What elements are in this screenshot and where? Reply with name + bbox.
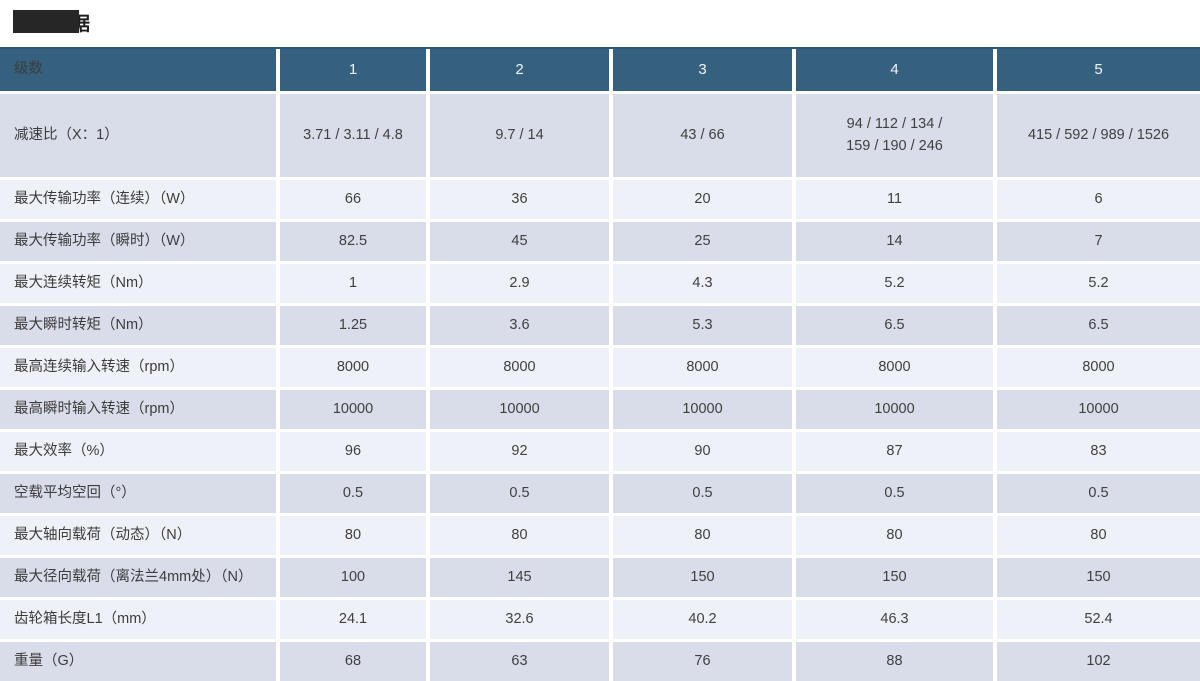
row-label: 最大径向载荷（离法兰4mm处）（N） — [0, 558, 276, 597]
cell-value: 83 — [997, 432, 1200, 471]
cell-value: 20 — [613, 180, 792, 219]
cell-value: 10000 — [997, 390, 1200, 429]
cell-value: 8000 — [430, 348, 609, 387]
cell-value: 80 — [997, 516, 1200, 555]
cell-value: 6 — [997, 180, 1200, 219]
cell-value: 76 — [613, 642, 792, 681]
cell-value: 94 / 112 / 134 / 159 / 190 / 246 — [796, 94, 993, 177]
cell-value: 150 — [613, 558, 792, 597]
cell-value: 2.9 — [430, 264, 609, 303]
row-label: 减速比（X：1） — [0, 94, 276, 177]
cell-value: 10000 — [280, 390, 426, 429]
row-label: 最大连续转矩（Nm） — [0, 264, 276, 303]
row-label: 最大效率（%） — [0, 432, 276, 471]
cell-value: 0.5 — [796, 474, 993, 513]
row-label: 齿轮箱长度L1（mm） — [0, 600, 276, 639]
cell-value: 10000 — [613, 390, 792, 429]
cell-value: 145 — [430, 558, 609, 597]
column-header: 5 — [997, 49, 1200, 91]
row-label: 重量（G） — [0, 642, 276, 681]
column-header-row-label: 级数 — [0, 49, 276, 91]
cell-value: 11 — [796, 180, 993, 219]
cell-value: 10000 — [796, 390, 993, 429]
row-label: 最高瞬时输入转速（rpm） — [0, 390, 276, 429]
cell-value: 150 — [997, 558, 1200, 597]
column-header: 4 — [796, 49, 993, 91]
cell-value: 14 — [796, 222, 993, 261]
column-header: 2 — [430, 49, 609, 91]
cell-value: 6.5 — [997, 306, 1200, 345]
cell-value: 25 — [613, 222, 792, 261]
cell-value: 90 — [613, 432, 792, 471]
cell-value: 0.5 — [997, 474, 1200, 513]
cell-value: 24.1 — [280, 600, 426, 639]
cell-value: 96 — [280, 432, 426, 471]
cell-value: 88 — [796, 642, 993, 681]
cell-value: 0.5 — [430, 474, 609, 513]
cell-value: 5.2 — [796, 264, 993, 303]
cell-value: 1 — [280, 264, 426, 303]
cell-value: 150 — [796, 558, 993, 597]
cell-value: 8000 — [796, 348, 993, 387]
cell-value: 80 — [796, 516, 993, 555]
cell-value: 82.5 — [280, 222, 426, 261]
cell-value: 6.5 — [796, 306, 993, 345]
spec-table: 级数 1 2 3 4 5 减速比（X：1） 3.71 / 3.11 / 4.8 9.7 / 14… — [0, 47, 1200, 681]
cell-value: 0.5 — [613, 474, 792, 513]
row-label: 最大瞬时转矩（Nm） — [0, 306, 276, 345]
cell-value: 40.2 — [613, 600, 792, 639]
cell-value: 43 / 66 — [613, 94, 792, 177]
cell-value: 8000 — [613, 348, 792, 387]
cell-value: 102 — [997, 642, 1200, 681]
cell-value: 100 — [280, 558, 426, 597]
cell-value: 68 — [280, 642, 426, 681]
cell-value: 1.25 — [280, 306, 426, 345]
cell-value: 5.3 — [613, 306, 792, 345]
cell-value: 80 — [613, 516, 792, 555]
cell-value: 10000 — [430, 390, 609, 429]
row-label: 最高连续输入转速（rpm） — [0, 348, 276, 387]
cell-value: 46.3 — [796, 600, 993, 639]
cell-value: 8000 — [997, 348, 1200, 387]
row-label: 空载平均空回（°） — [0, 474, 276, 513]
cell-value: 8000 — [280, 348, 426, 387]
cell-value: 92 — [430, 432, 609, 471]
cell-value: 66 — [280, 180, 426, 219]
cell-value: 45 — [430, 222, 609, 261]
cell-value: 63 — [430, 642, 609, 681]
cell-value: 87 — [796, 432, 993, 471]
cell-value: 9.7 / 14 — [430, 94, 609, 177]
title-bar: 技术数据 — [0, 0, 1200, 47]
cell-value: 4.3 — [613, 264, 792, 303]
cell-value: 3.6 — [430, 306, 609, 345]
row-label: 最大轴向载荷（动态）（N） — [0, 516, 276, 555]
column-header: 3 — [613, 49, 792, 91]
row-label: 最大传输功率（连续）（W） — [0, 180, 276, 219]
row-label: 最大传输功率（瞬时）（W） — [0, 222, 276, 261]
column-header: 1 — [280, 49, 426, 91]
cell-value: 80 — [430, 516, 609, 555]
cell-value: 80 — [280, 516, 426, 555]
cell-value: 3.71 / 3.11 / 4.8 — [280, 94, 426, 177]
cell-value: 32.6 — [430, 600, 609, 639]
cell-value: 0.5 — [280, 474, 426, 513]
cell-value: 415 / 592 / 989 / 1526 — [997, 94, 1200, 177]
cell-value: 7 — [997, 222, 1200, 261]
cell-value: 5.2 — [997, 264, 1200, 303]
redaction-box — [13, 10, 79, 33]
cell-value: 52.4 — [997, 600, 1200, 639]
cell-value: 36 — [430, 180, 609, 219]
